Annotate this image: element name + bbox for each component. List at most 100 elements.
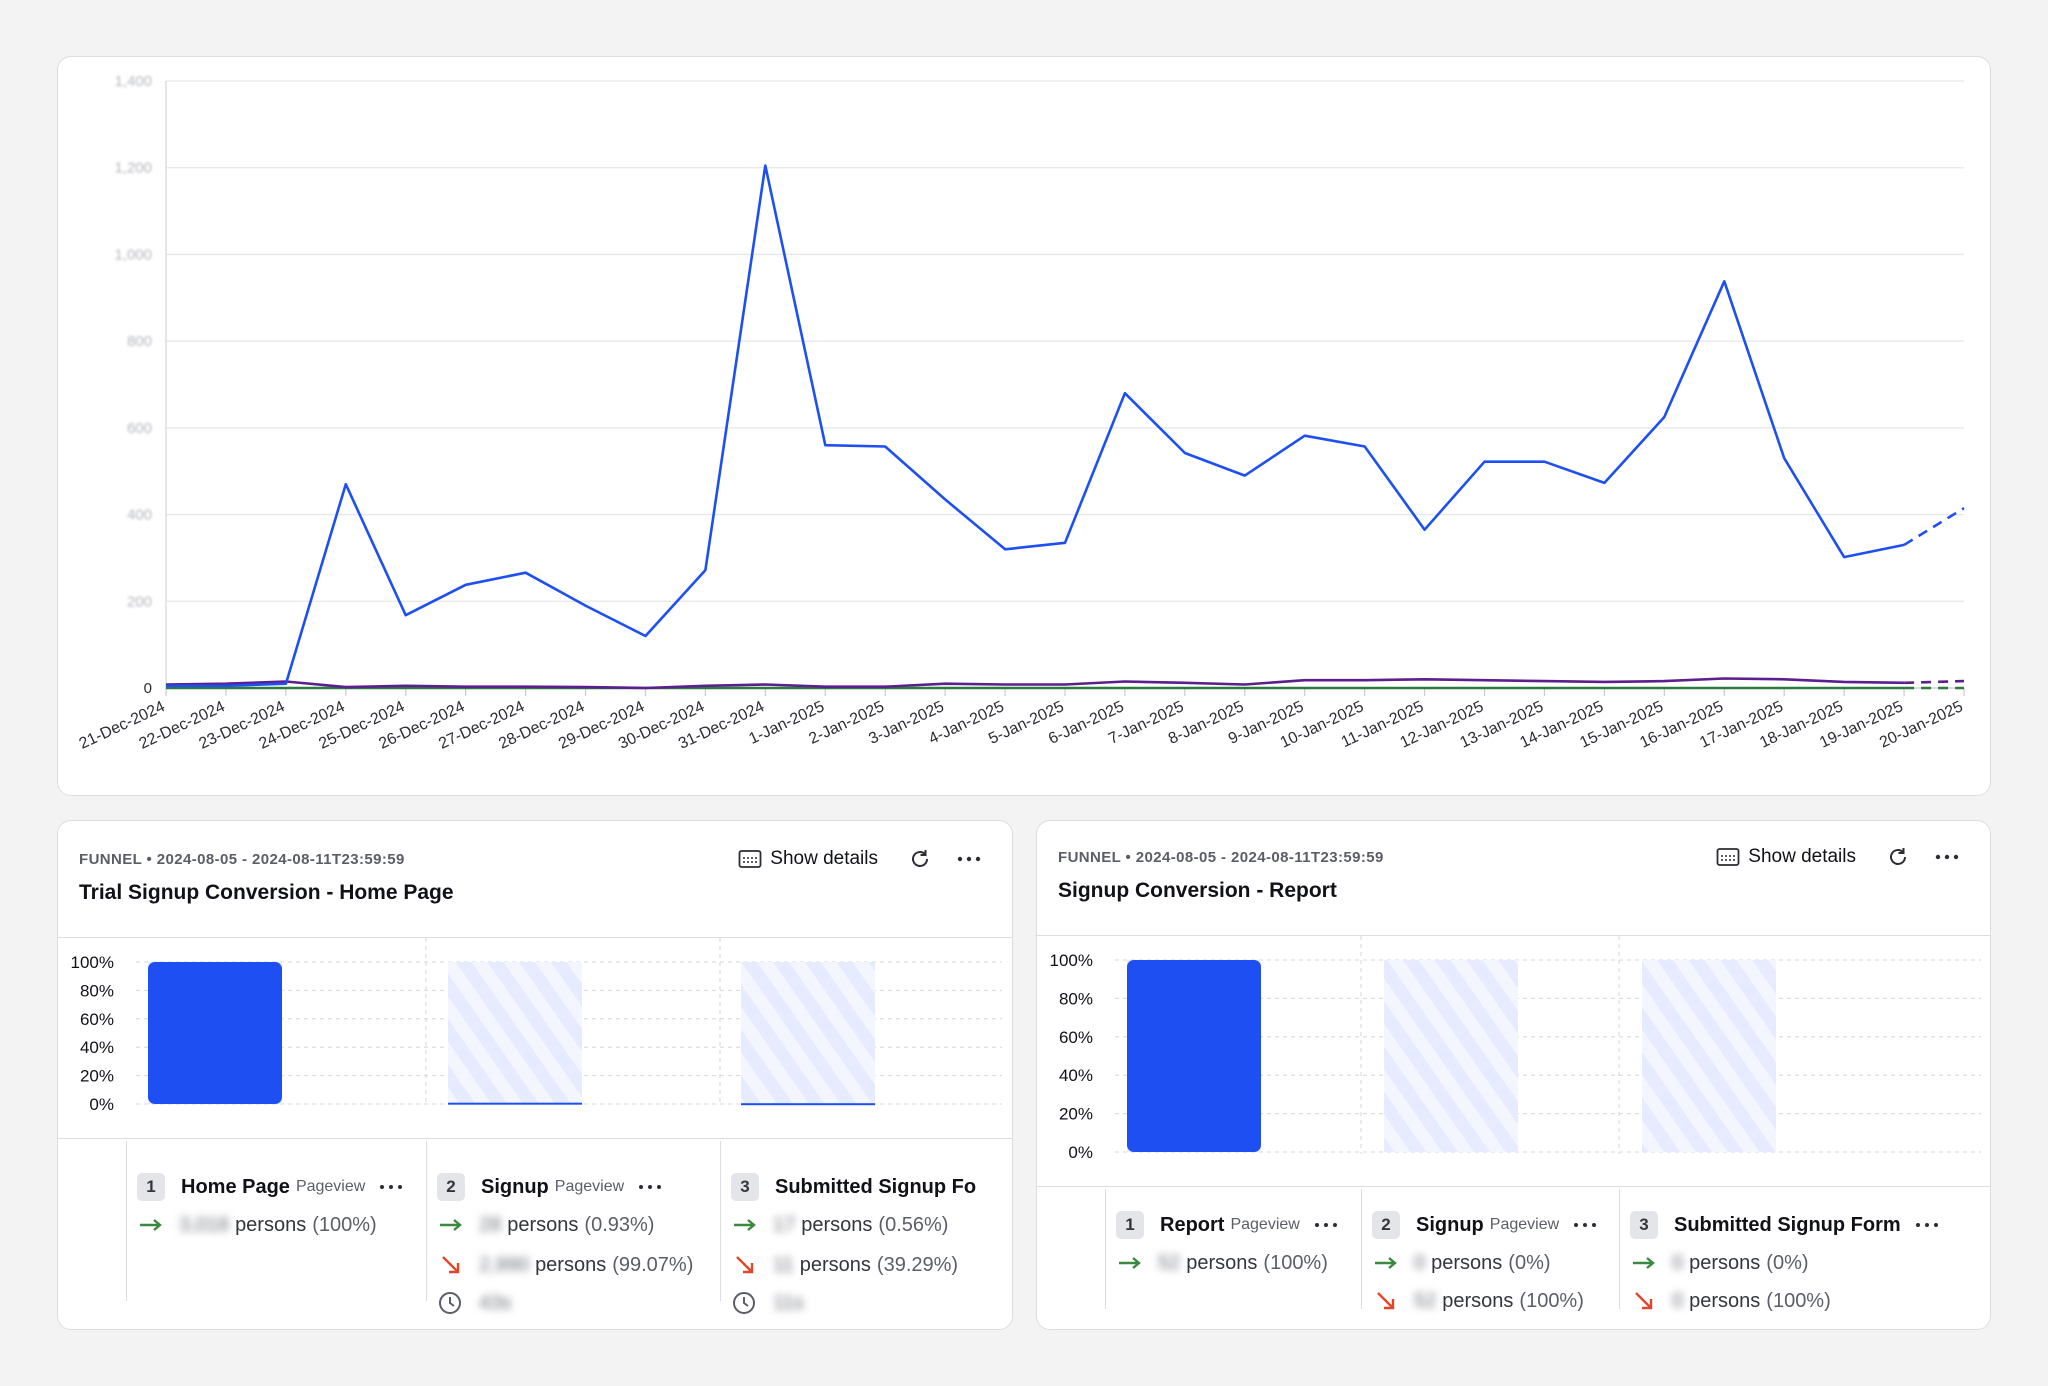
arrow-right-icon [140, 1219, 162, 1231]
dropped-percent: (99.07%) [612, 1253, 694, 1276]
persons-label: persons [507, 1213, 579, 1236]
step-type: Pageview [1230, 1216, 1300, 1233]
dropped-percent: (39.29%) [876, 1253, 959, 1276]
percent-tick-label: 100% [1050, 951, 1093, 970]
arrow-right-icon [440, 1219, 462, 1231]
step-more-icon[interactable] [1573, 1220, 1597, 1230]
time-row: 43s [437, 1291, 511, 1315]
dropped-row[interactable]: 52 persons (100%) [1372, 1289, 1584, 1313]
show-details-label: Show details [770, 848, 878, 869]
time-row: 11s [731, 1291, 804, 1315]
conversion-bar [1127, 960, 1261, 1152]
arrow-right-icon [734, 1219, 756, 1231]
step-more-icon[interactable] [1915, 1220, 1939, 1230]
avg-time: 11s [773, 1291, 804, 1314]
step-more-icon[interactable] [638, 1182, 662, 1192]
funnel-step-2[interactable]: 2 Signup Pageview 28 persons (0.93%) 2,9… [426, 1141, 716, 1314]
funnel-step-1[interactable]: 1 Home Page Pageview 3,018 persons (100%… [126, 1141, 416, 1301]
arrow-down-right-icon [442, 1256, 460, 1274]
series-line [166, 164, 1905, 688]
bar-background [448, 962, 582, 1104]
more-options-icon[interactable] [1934, 847, 1960, 867]
step-name: Submitted Signup Fo [775, 1175, 977, 1198]
converted-percent: (0.93%) [584, 1213, 655, 1236]
arrow-down-right-icon [1377, 1292, 1395, 1310]
funnel-step-1[interactable]: 1 Report Pageview 52 persons (100%) [1105, 1189, 1355, 1309]
converted-row[interactable]: 52 persons (100%) [1116, 1251, 1328, 1275]
percent-tick-label: 0% [89, 1095, 114, 1114]
funnel-bars: 0% 20% 40% 60% 80% 100% [1050, 936, 1981, 1162]
y-tick-label: 1,400 [114, 73, 152, 90]
persons-label: persons [1186, 1251, 1258, 1274]
more-options-icon[interactable] [956, 849, 982, 869]
conversion-bar [148, 962, 282, 1104]
step-more-icon[interactable] [379, 1182, 403, 1192]
arrow-right-icon [1119, 1257, 1141, 1269]
converted-count: 28 [479, 1213, 502, 1236]
conversion-bar [741, 1103, 875, 1106]
step-header: 1 Home Page Pageview [137, 1173, 403, 1201]
persons-label: persons [1689, 1289, 1761, 1312]
funnel-bar-chart: 0% 20% 40% 60% 80% 100% [1037, 935, 1990, 1187]
percent-tick-label: 100% [71, 953, 114, 972]
y-tick-label: 800 [127, 333, 152, 350]
step-name: Report [1160, 1213, 1225, 1236]
step-number: 3 [1630, 1211, 1658, 1239]
dropped-count: 52 [1414, 1289, 1437, 1312]
step-number: 1 [1116, 1211, 1144, 1239]
converted-row[interactable]: 28 persons (0.93%) [437, 1213, 654, 1237]
funnel-card-home-page: FUNNEL • 2024-08-05 - 2024-08-11T23:59:5… [57, 820, 1013, 1330]
step-type: Pageview [1489, 1216, 1560, 1233]
y-tick-label: 600 [127, 420, 152, 437]
bar-background [1642, 960, 1776, 1152]
step-more-icon[interactable] [1314, 1220, 1338, 1230]
trends-line-chart: 02004006008001,0001,2001,40021-Dec-20242… [77, 73, 1966, 753]
y-tick-label: 1,000 [114, 246, 152, 263]
converted-percent: (0%) [1508, 1251, 1551, 1274]
converted-count: 3,018 [179, 1213, 230, 1236]
conversion-bar [448, 1102, 582, 1105]
series-line-incomplete [1903, 506, 1965, 547]
percent-tick-label: 40% [80, 1038, 114, 1057]
step-header: 1 Report Pageview [1116, 1211, 1338, 1239]
funnel-steps: 1 Home Page Pageview 3,018 persons (100%… [58, 1141, 1012, 1329]
funnel-card-header: FUNNEL • 2024-08-05 - 2024-08-11T23:59:5… [58, 821, 1012, 937]
step-type: Pageview [295, 1178, 366, 1195]
trends-chart-card: 0 200 400 600 800 1,000 1,200 1,400 21-Dec-2024 2… [57, 56, 1991, 796]
clock-icon [733, 1292, 755, 1314]
dropped-row[interactable]: 2,990 persons (99.07%) [437, 1253, 693, 1277]
arrow-down-right-icon [736, 1256, 754, 1274]
step-name: Signup [1416, 1213, 1484, 1236]
funnel-card-report: FUNNEL • 2024-08-05 - 2024-08-11T23:59:5… [1036, 820, 1991, 1330]
step-header: 3 Submitted Signup Fo [731, 1173, 976, 1201]
converted-row[interactable]: 3,018 persons (100%) [137, 1213, 377, 1237]
persons-label: persons [1689, 1251, 1761, 1274]
funnel-bar-chart: 0% 20% 40% 60% 80% 100% [58, 937, 1012, 1139]
dropped-row[interactable]: 0 persons (100%) [1630, 1289, 1831, 1313]
step-number: 2 [1372, 1211, 1400, 1239]
converted-row[interactable]: 0 persons (0%) [1372, 1251, 1551, 1275]
converted-percent: (100%) [312, 1213, 377, 1236]
refresh-icon[interactable] [908, 847, 932, 871]
funnel-actions: Show details [1716, 845, 1960, 869]
funnel-title[interactable]: Signup Conversion - Report [1058, 879, 1337, 902]
step-name: Submitted Signup Form [1674, 1213, 1901, 1236]
y-tick-label: 400 [127, 507, 152, 524]
funnel-steps: 1 Report Pageview 52 persons (100%) 2 Si… [1037, 1189, 1990, 1329]
refresh-icon[interactable] [1886, 845, 1910, 869]
show-details-button[interactable]: Show details [738, 848, 878, 870]
funnel-step-3[interactable]: 3 Submitted Signup Form 0 persons (0%) 0… [1619, 1189, 1949, 1312]
persons-label: persons [1431, 1251, 1503, 1274]
converted-row[interactable]: 0 persons (0%) [1630, 1251, 1809, 1275]
funnel-step-2[interactable]: 2 Signup Pageview 0 persons (0%) 52 pers… [1361, 1189, 1611, 1312]
funnel-step-3[interactable]: 3 Submitted Signup Fo 17 persons (0.56%)… [720, 1141, 990, 1314]
converted-row[interactable]: 17 persons (0.56%) [731, 1213, 948, 1237]
dropped-row[interactable]: 11 persons (39.29%) [731, 1253, 958, 1277]
funnel-title[interactable]: Trial Signup Conversion - Home Page [79, 881, 454, 904]
y-tick-label: 0 [144, 680, 152, 697]
percent-tick-label: 20% [80, 1067, 114, 1086]
arrow-right-icon [1375, 1257, 1397, 1269]
persons-label: persons [235, 1213, 307, 1236]
show-details-button[interactable]: Show details [1716, 846, 1856, 868]
persons-label: persons [799, 1253, 871, 1276]
